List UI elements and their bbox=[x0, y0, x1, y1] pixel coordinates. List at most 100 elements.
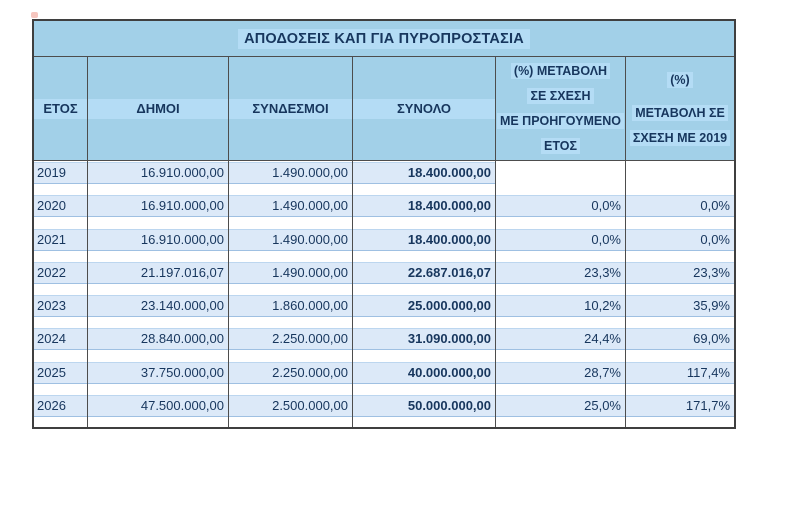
dimoi-value: 21.197.016,07 bbox=[88, 261, 228, 284]
cell-year: 2021 bbox=[34, 227, 88, 261]
cell-pct-prev: 24,4% bbox=[496, 327, 626, 361]
cell-synolo: 22.687.016,07 bbox=[353, 260, 496, 294]
year-value: 2024 bbox=[34, 328, 87, 351]
header-dimoi-label: ΔΗΜΟΙ bbox=[88, 98, 228, 119]
cell-syndesmoi: 2.250.000,00 bbox=[229, 327, 353, 361]
cell-syndesmoi: 2.500.000,00 bbox=[229, 393, 353, 427]
cell-pct-2019: 23,3% bbox=[626, 261, 734, 294]
syndesmoi-value: 2.250.000,00 bbox=[229, 361, 352, 384]
synolo-value: 22.687.016,07 bbox=[353, 261, 495, 284]
year-value: 2021 bbox=[34, 228, 87, 251]
pct-2019-value: 69,0% bbox=[626, 328, 734, 351]
cell-pct-2019: 35,9% bbox=[626, 294, 734, 327]
cell-dimoi: 21.197.016,07 bbox=[88, 260, 229, 294]
year-value: 2025 bbox=[34, 361, 87, 384]
cell-dimoi: 37.750.000,00 bbox=[88, 360, 229, 394]
cell-dimoi: 16.910.000,00 bbox=[88, 227, 229, 261]
table-row-2025: 2025 37.750.000,00 2.250.000,00 40.000.0… bbox=[34, 360, 734, 394]
header-dimoi: ΔΗΜΟΙ bbox=[88, 57, 229, 160]
pct-prev-value: 28,7% bbox=[496, 361, 625, 384]
cell-year: 2024 bbox=[34, 327, 88, 361]
pct-prev-value: 25,0% bbox=[496, 394, 625, 417]
header-pct-2019: (%) ΜΕΤΑΒΟΛΗ ΣΕ ΣΧΕΣΗ ΜΕ 2019 bbox=[626, 57, 734, 160]
cell-synolo: 50.000.000,00 bbox=[353, 393, 496, 427]
synolo-value: 50.000.000,00 bbox=[353, 394, 495, 417]
year-value: 2023 bbox=[34, 295, 87, 317]
cell-dimoi: 28.840.000,00 bbox=[88, 327, 229, 361]
table-row-2024: 2024 28.840.000,00 2.250.000,00 31.090.0… bbox=[34, 327, 734, 361]
pct-prev-value: 10,2% bbox=[496, 295, 625, 317]
header-etos: ΕΤΟΣ bbox=[34, 57, 88, 160]
synolo-value: 25.000.000,00 bbox=[353, 295, 495, 317]
dimoi-value: 47.500.000,00 bbox=[88, 394, 228, 417]
header-pct-prev-year: (%) ΜΕΤΑΒΟΛΗ ΣΕ ΣΧΕΣΗ ΜΕ ΠΡΟΗΓΟΥΜΕΝΟ ΕΤΟ… bbox=[496, 57, 626, 160]
header-pct-prev-line4: ΕΤΟΣ bbox=[541, 138, 580, 154]
header-pct-2019-line2: ΜΕΤΑΒΟΛΗ ΣΕ bbox=[632, 104, 728, 121]
dimoi-value: 16.910.000,00 bbox=[88, 195, 228, 218]
pct-prev-value: 24,4% bbox=[496, 328, 625, 351]
syndesmoi-value: 1.490.000,00 bbox=[229, 195, 352, 218]
cell-pct-prev: 10,2% bbox=[496, 294, 626, 328]
syndesmoi-value: 2.250.000,00 bbox=[229, 328, 352, 351]
table-row-2019: 2019 16.910.000,00 1.490.000,00 18.400.0… bbox=[34, 161, 734, 195]
syndesmoi-value: 1.490.000,00 bbox=[229, 162, 352, 184]
table-title: ΑΠΟΔΟΣΕΙΣ ΚΑΠ ΓΙΑ ΠΥΡΟΠΡΟΣΤΑΣΙΑ bbox=[238, 28, 530, 49]
dimoi-value: 16.910.000,00 bbox=[88, 162, 228, 184]
dimoi-value: 23.140.000,00 bbox=[88, 295, 228, 317]
header-etos-label: ΕΤΟΣ bbox=[34, 98, 87, 119]
year-value: 2026 bbox=[34, 394, 87, 417]
cell-pct-prev: 0,0% bbox=[496, 227, 626, 261]
cell-synolo: 40.000.000,00 bbox=[353, 360, 496, 394]
year-value: 2020 bbox=[34, 195, 87, 218]
cell-pct-prev: 23,3% bbox=[496, 260, 626, 294]
cell-syndesmoi: 1.490.000,00 bbox=[229, 260, 353, 294]
dimoi-value: 37.750.000,00 bbox=[88, 361, 228, 384]
pct-2019-value: 23,3% bbox=[626, 261, 734, 284]
cell-year: 2019 bbox=[34, 161, 88, 195]
kap-funding-table: ΑΠΟΔΟΣΕΙΣ ΚΑΠ ΓΙΑ ΠΥΡΟΠΡΟΣΤΑΣΙΑ ΕΤΟΣ ΔΗΜ… bbox=[32, 19, 736, 429]
syndesmoi-value: 1.490.000,00 bbox=[229, 228, 352, 251]
cell-year: 2022 bbox=[34, 260, 88, 294]
pct-prev-value: 23,3% bbox=[496, 261, 625, 284]
cell-year: 2020 bbox=[34, 194, 88, 228]
cell-dimoi: 47.500.000,00 bbox=[88, 393, 229, 427]
cell-pct-2019: 171,7% bbox=[626, 394, 734, 427]
header-pct-2019-line1: (%) bbox=[667, 71, 693, 88]
cell-pct-2019: 0,0% bbox=[626, 194, 734, 227]
cell-syndesmoi: 1.490.000,00 bbox=[229, 161, 353, 195]
cell-pct-prev: 0,0% bbox=[496, 194, 626, 228]
pct-2019-value: 171,7% bbox=[626, 394, 734, 417]
table-row-2026: 2026 47.500.000,00 2.500.000,00 50.000.0… bbox=[34, 393, 734, 427]
synolo-value: 18.400.000,00 bbox=[353, 228, 495, 251]
cell-year: 2025 bbox=[34, 360, 88, 394]
pct-2019-value: 0,0% bbox=[626, 195, 734, 218]
pct-2019-value: 0,0% bbox=[626, 228, 734, 251]
table-header-row: ΕΤΟΣ ΔΗΜΟΙ ΣΥΝΔΕΣΜΟΙ ΣΥΝΟΛΟ (%) ΜΕΤΑΒΟΛΗ… bbox=[34, 57, 734, 161]
cell-dimoi: 16.910.000,00 bbox=[88, 161, 229, 195]
cell-synolo: 25.000.000,00 bbox=[353, 294, 496, 328]
cell-pct-prev bbox=[496, 161, 626, 195]
header-syndesmoi-label: ΣΥΝΔΕΣΜΟΙ bbox=[229, 98, 352, 119]
pct-2019-value: 117,4% bbox=[626, 361, 734, 384]
pct-prev-value: 0,0% bbox=[496, 195, 625, 218]
cell-syndesmoi: 1.860.000,00 bbox=[229, 294, 353, 328]
year-value: 2022 bbox=[34, 261, 87, 284]
cell-syndesmoi: 2.250.000,00 bbox=[229, 360, 353, 394]
header-synolo: ΣΥΝΟΛΟ bbox=[353, 57, 496, 160]
year-value: 2019 bbox=[34, 162, 87, 184]
pink-smudge bbox=[31, 12, 38, 18]
cell-pct-prev: 28,7% bbox=[496, 360, 626, 394]
syndesmoi-value: 1.860.000,00 bbox=[229, 295, 352, 317]
pct-prev-value: 0,0% bbox=[496, 228, 625, 251]
synolo-value: 18.400.000,00 bbox=[353, 162, 495, 184]
synolo-value: 31.090.000,00 bbox=[353, 328, 495, 351]
header-pct-2019-line3: ΣΧΕΣΗ ΜΕ 2019 bbox=[629, 129, 731, 146]
table-row-2021: 2021 16.910.000,00 1.490.000,00 18.400.0… bbox=[34, 227, 734, 261]
header-pct-prev-line3: ΜΕ ΠΡΟΗΓΟΥΜΕΝΟ bbox=[496, 113, 625, 129]
cell-synolo: 18.400.000,00 bbox=[353, 161, 496, 195]
table-row-2022: 2022 21.197.016,07 1.490.000,00 22.687.0… bbox=[34, 260, 734, 294]
cell-syndesmoi: 1.490.000,00 bbox=[229, 194, 353, 228]
cell-synolo: 18.400.000,00 bbox=[353, 227, 496, 261]
table-title-row: ΑΠΟΔΟΣΕΙΣ ΚΑΠ ΓΙΑ ΠΥΡΟΠΡΟΣΤΑΣΙΑ bbox=[34, 21, 734, 57]
